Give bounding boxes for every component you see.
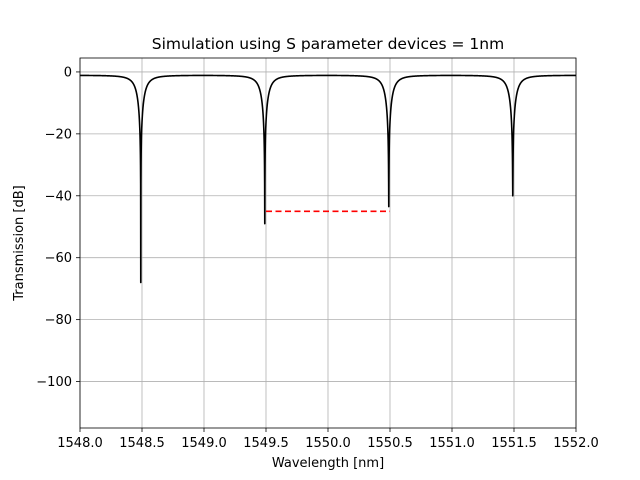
x-tick-label: 1550.0 bbox=[305, 436, 351, 451]
x-tick-label: 1550.5 bbox=[367, 436, 413, 451]
x-axis-label: Wavelength [nm] bbox=[272, 456, 384, 471]
y-axis: 0 −20 −40 −60 −80 −100 bbox=[36, 65, 80, 390]
y-tick-label: 0 bbox=[64, 65, 72, 80]
x-tick-label: 1549.5 bbox=[243, 436, 289, 451]
x-axis: 1548.0 1548.5 1549.0 1549.5 1550.0 1550.5 1551… bbox=[57, 428, 599, 451]
plot-series bbox=[79, 74, 577, 284]
y-tick-label: −20 bbox=[45, 127, 72, 142]
chart-title: Simulation using S parameter devices = 1… bbox=[152, 35, 504, 53]
transmission-series-line bbox=[79, 74, 577, 284]
x-tick-label: 1548.0 bbox=[57, 436, 103, 451]
y-tick-label: −100 bbox=[36, 375, 72, 390]
y-tick-label: −60 bbox=[45, 251, 72, 266]
y-axis-label: Transmission [dB] bbox=[12, 185, 27, 301]
y-tick-label: −80 bbox=[45, 313, 72, 328]
x-tick-label: 1551.5 bbox=[491, 436, 537, 451]
x-tick-label: 1549.0 bbox=[181, 436, 227, 451]
x-tick-label: 1548.5 bbox=[119, 436, 165, 451]
x-tick-label: 1551.0 bbox=[429, 436, 475, 451]
y-tick-label: −40 bbox=[45, 189, 72, 204]
x-tick-label: 1552.0 bbox=[553, 436, 599, 451]
